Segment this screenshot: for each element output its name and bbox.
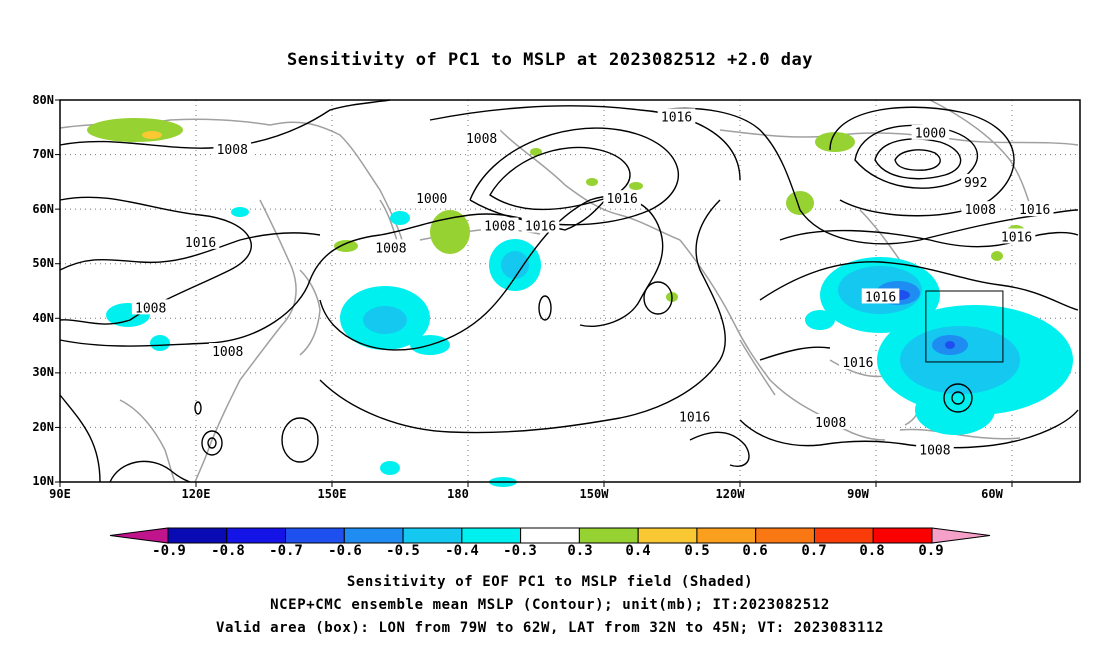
colorbar-label: 0.4 <box>625 543 651 559</box>
contour-label-bg <box>839 353 877 369</box>
colorbar-label: -0.9 <box>152 543 186 559</box>
contour-label-bg <box>181 233 220 249</box>
colorbar-segment <box>637 527 698 544</box>
contour-label-bg <box>961 173 991 189</box>
map-title: Sensitivity of PC1 to MSLP at 2023082512… <box>286 50 813 70</box>
caption-shaded: Sensitivity of EOF PC1 to MSLP field (Sh… <box>346 574 754 590</box>
colorbar-label: -0.3 <box>503 543 537 559</box>
colorbar-segment <box>461 527 522 544</box>
contour-label: 1016 <box>842 356 873 371</box>
contour-label-bg <box>480 217 519 233</box>
lat-label-20n: 20N <box>32 420 54 434</box>
contour-label: 1016 <box>865 290 896 305</box>
colorbar-label: -0.8 <box>211 543 245 559</box>
lon-label-90e: 90E <box>49 487 71 501</box>
contour-label-bg <box>961 201 1000 217</box>
contour-label: 1016 <box>661 110 692 125</box>
lon-label-60w: 60W <box>981 487 1003 501</box>
contour-label: 1016 <box>185 236 216 251</box>
contour-label: 1016 <box>1019 203 1050 218</box>
colorbar-label: 0.3 <box>567 543 593 559</box>
lon-label-150w: 150W <box>579 487 609 501</box>
colorbar <box>109 527 991 544</box>
contour-label: 1016 <box>606 192 637 207</box>
contour-label-bg <box>131 299 170 315</box>
contour-label-bg <box>916 441 954 457</box>
colorbar-segment <box>696 527 757 544</box>
contour-label: 1008 <box>919 443 950 458</box>
lat-label-40n: 40N <box>32 311 54 325</box>
colorbar-label: 0.8 <box>859 543 885 559</box>
contour-label-bg <box>861 288 900 304</box>
lon-label-150e: 150E <box>317 487 347 501</box>
colorbar-label: -0.7 <box>269 543 303 559</box>
contour-label: 1016 <box>679 411 710 426</box>
contour-label: 1016 <box>1001 230 1032 245</box>
lon-label-180: 180 <box>447 487 469 501</box>
axis-ticks <box>55 99 1013 487</box>
colorbar-max-arrow <box>931 527 991 544</box>
contour-label: 1000 <box>416 192 447 207</box>
contour-label-bg <box>213 141 252 157</box>
contour-label: 1008 <box>212 345 243 360</box>
contour-label-bg <box>911 124 950 140</box>
colorbar-segment <box>755 527 815 544</box>
valid-area-box <box>925 290 1004 363</box>
colorbar-label: -0.6 <box>328 543 362 559</box>
lat-label-50n: 50N <box>32 256 54 270</box>
lon-label-120e: 120E <box>181 487 211 501</box>
colorbar-segment <box>285 527 345 544</box>
contour-label: 1008 <box>965 203 996 218</box>
colorbar-label: -0.4 <box>445 543 479 559</box>
colorbar-segment <box>167 527 228 544</box>
contour-label-bg <box>372 239 410 255</box>
colorbar-segment <box>872 527 933 544</box>
caption-valid-area: Valid area (box): LON from 79W to 62W, L… <box>215 620 885 636</box>
colorbar-segment <box>402 527 463 544</box>
contour-label: 1000 <box>915 127 946 142</box>
colorbar-label: -0.5 <box>386 543 420 559</box>
lat-label-30n: 30N <box>32 365 54 379</box>
contour-label-bg <box>657 108 696 124</box>
colorbar-label: 0.6 <box>742 543 768 559</box>
colorbar-label: 0.7 <box>801 543 827 559</box>
colorbar-label: 0.5 <box>684 543 710 559</box>
colorbar-min-arrow <box>109 527 169 544</box>
lat-label-10n: 10N <box>32 474 54 488</box>
contour-label: 1008 <box>484 220 515 235</box>
colorbar-segment <box>578 527 639 544</box>
contour-label-bg <box>603 190 641 206</box>
lat-label-70n: 70N <box>32 147 54 161</box>
colorbar-segment <box>226 527 287 544</box>
positive-sensitivity-core <box>142 131 162 139</box>
colorbar-segment <box>520 527 580 544</box>
contour-label: 1008 <box>375 241 406 256</box>
contour-labels: 1016 1008 1008 1000 992 1000 1016 1008 1016 1016 1… <box>131 108 1054 458</box>
lat-label-80n: 80N <box>32 93 54 107</box>
contour-label: 1008 <box>815 416 846 431</box>
contour-label-bg <box>811 413 850 429</box>
colorbar-segment <box>813 527 874 544</box>
lon-label-90w: 90W <box>847 487 869 501</box>
colorbar-label: 0.9 <box>918 543 944 559</box>
colorbar-segment <box>343 527 404 544</box>
plot-frame <box>59 99 1081 483</box>
contour-label-bg <box>412 190 451 206</box>
contour-label-bg <box>675 408 714 424</box>
contour-label-bg <box>462 130 501 146</box>
lon-label-120w: 120W <box>715 487 745 501</box>
contour-label-bg <box>208 343 247 359</box>
contour-label: 992 <box>964 176 987 191</box>
contour-label: 1008 <box>217 143 248 158</box>
lat-label-60n: 60N <box>32 202 54 216</box>
contour-label: 1008 <box>466 132 497 147</box>
caption-contour: NCEP+CMC ensemble mean MSLP (Contour); u… <box>270 597 830 613</box>
contour-label-bg <box>1015 201 1054 217</box>
contour-label-bg <box>521 217 560 233</box>
contour-label: 1016 <box>525 220 556 235</box>
contour-label-bg <box>997 228 1036 244</box>
contour-label: 1008 <box>135 301 166 316</box>
